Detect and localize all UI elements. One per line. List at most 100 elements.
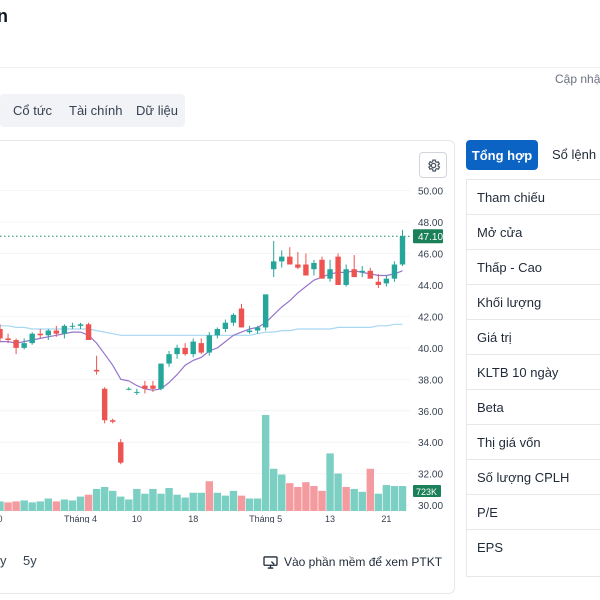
- volume-bar: [165, 487, 173, 511]
- volume-bar: [109, 490, 117, 511]
- volume-bar: [100, 487, 109, 511]
- chart-card: [0, 140, 455, 594]
- volume-bar: [213, 492, 222, 511]
- candle: [61, 325, 68, 334]
- volume-tag: [413, 484, 441, 497]
- updated-label: Cập nhậ: [555, 72, 600, 86]
- y-tick-label: 36.00: [418, 407, 443, 418]
- stat-row: KLTB 10 ngày: [467, 355, 600, 390]
- volume-bar: [205, 481, 213, 511]
- volume-bar: [141, 493, 149, 511]
- volume-bar: [382, 485, 391, 511]
- candle: [206, 335, 212, 353]
- stat-row: EPS: [477, 540, 504, 555]
- chart-settings-button[interactable]: [419, 152, 447, 178]
- candle: [150, 385, 156, 389]
- tab-data[interactable]: Dữ liệu: [136, 103, 178, 118]
- volume-bar: [398, 486, 407, 511]
- stat-row: Mở cửa: [467, 215, 600, 250]
- volume-bar: [350, 488, 358, 511]
- volume-bar: [76, 496, 85, 511]
- volume-bar: [84, 494, 93, 511]
- range-button-5y[interactable]: 5y: [23, 553, 37, 568]
- volume-bar: [334, 473, 342, 511]
- stat-row: Thị giá vốn: [467, 425, 600, 460]
- candle: [134, 391, 140, 393]
- x-tick-label: Tháng 5: [249, 514, 282, 523]
- tab-summary[interactable]: Tổng hợp: [466, 140, 538, 170]
- candle: [126, 388, 132, 390]
- candle: [359, 270, 365, 273]
- candle: [5, 338, 11, 340]
- volume-bar: [270, 468, 278, 511]
- y-tick-label: 32.00: [418, 470, 443, 481]
- y-tick-label: 30.00: [418, 501, 443, 512]
- candle: [158, 363, 164, 389]
- volume-bar: [181, 497, 189, 511]
- stat-row: Giá trị: [467, 320, 600, 355]
- x-tick-label: 0: [0, 514, 3, 523]
- x-tick-label: 10: [132, 514, 142, 523]
- y-tick-label: 40.00: [418, 344, 443, 355]
- x-tick-label: 18: [188, 514, 198, 523]
- candle: [53, 330, 60, 334]
- candle: [343, 269, 349, 285]
- ma-short-line: [0, 270, 403, 391]
- volume-bar: [44, 498, 52, 511]
- y-tick-label: 34.00: [418, 438, 443, 449]
- candle: [311, 262, 317, 270]
- volume-bar: [374, 493, 383, 511]
- candle: [335, 256, 341, 285]
- candle: [198, 343, 204, 353]
- stats-table: Tham chiếu Mở cửa Thấp - Cao Khối lượng …: [466, 179, 600, 577]
- volume-bar: [302, 482, 310, 511]
- volume-bar: [310, 486, 318, 511]
- price-chart[interactable]: 50.00 48.00 46.00 44.00 42.00 40.00 38.00 36.00…: [0, 178, 452, 523]
- candle: [214, 328, 221, 336]
- volume-bar: [358, 491, 366, 511]
- candle: [399, 236, 406, 265]
- volume-bar: [36, 501, 44, 511]
- candle: [45, 330, 51, 336]
- candle: [0, 328, 3, 339]
- candle: [351, 269, 357, 278]
- candle: [222, 322, 229, 329]
- candle: [37, 333, 43, 336]
- candle: [118, 442, 124, 463]
- candle: [367, 270, 373, 279]
- volume-bar: [92, 488, 101, 511]
- volume-bar: [189, 492, 197, 511]
- y-tick-label: 48.00: [418, 218, 443, 229]
- candle: [101, 388, 108, 421]
- tab-dividends[interactable]: Cổ tức: [13, 103, 53, 118]
- x-tick-label: 21: [381, 514, 391, 523]
- candle: [262, 294, 269, 328]
- technical-analysis-link[interactable]: Vào phần mềm để xem PTKT: [263, 555, 442, 569]
- range-button-1y[interactable]: y: [0, 553, 7, 568]
- x-tick-label: Tháng 4: [64, 514, 97, 523]
- tab-financials[interactable]: Tài chính: [69, 103, 123, 118]
- volume-bar: [173, 494, 181, 511]
- volume-bar: [197, 492, 205, 511]
- candle: [246, 330, 253, 333]
- candle: [327, 269, 333, 279]
- volume-bar: [253, 498, 262, 511]
- volume-bar: [318, 490, 326, 511]
- tab-order-book[interactable]: Sổ lệnh: [552, 147, 597, 162]
- candle: [391, 264, 398, 279]
- tab-bar: [0, 94, 185, 127]
- volume-bar: [221, 495, 230, 511]
- gear-icon: [427, 158, 440, 172]
- y-tick-label: 38.00: [418, 375, 443, 386]
- candle: [271, 261, 277, 270]
- volume-bar: [133, 488, 141, 511]
- volume-bar: [68, 500, 77, 511]
- volume-bar: [12, 501, 20, 511]
- volume-bar: [28, 502, 36, 511]
- candle: [303, 264, 309, 276]
- volume-bar: [286, 483, 294, 511]
- candle: [69, 325, 76, 327]
- technical-analysis-label: Vào phần mềm để xem PTKT: [284, 555, 443, 569]
- volume-bar: [0, 501, 4, 511]
- volume-bar: [245, 498, 254, 511]
